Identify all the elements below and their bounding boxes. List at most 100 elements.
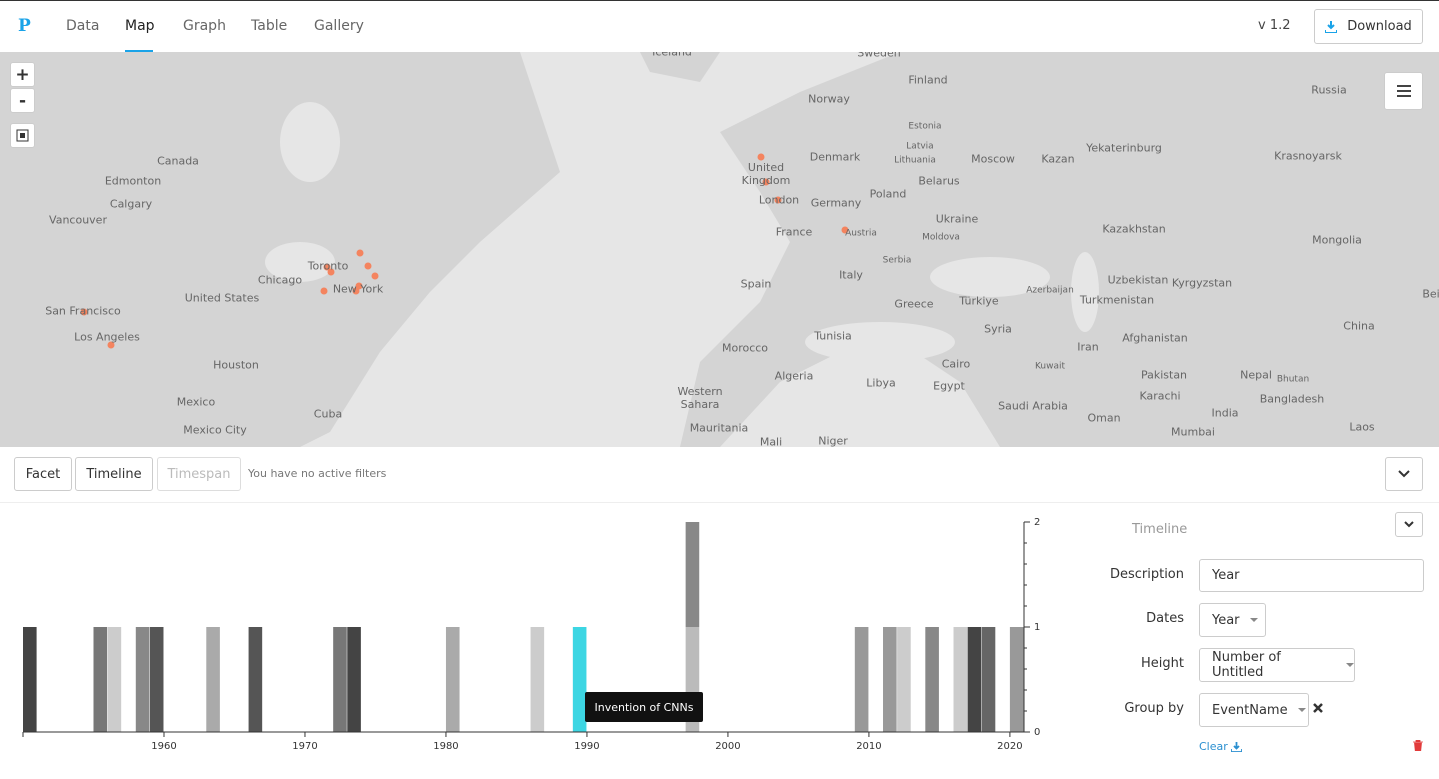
bar [135,627,150,732]
map-label: Laos [1349,420,1375,434]
zoom-in[interactable]: + [10,62,35,87]
map-label: Sweden [857,52,901,60]
map-label: Mali [759,435,783,448]
map-label: Austria [845,228,877,239]
map-label: Denmark [809,150,861,164]
map-label: Kuwait [1034,361,1066,372]
map-label: Moscow [971,152,1015,166]
bar [149,627,164,732]
filter-status: You have no active filters [248,467,387,480]
map-label: Edmonton [104,174,162,188]
delete-icon[interactable] [1413,740,1423,751]
menu-icon [1396,85,1411,97]
map-label: Mongolia [1312,233,1362,247]
map-label: Ukraine [935,212,979,226]
zoom-out[interactable]: - [10,88,35,113]
map-label: Poland [869,187,907,201]
map-label: Bei [1422,287,1439,301]
map-label: Russia [1311,83,1347,97]
map-label: Oman [1087,411,1121,425]
map-label: France [775,225,813,239]
map-label: Finland [908,73,948,87]
active-tab-indicator [125,50,153,53]
remove-groupby[interactable] [1313,703,1323,713]
map-label: Libya [866,376,896,390]
download-button[interactable]: Download [1314,9,1423,44]
map-label: Iceland [652,52,692,59]
map-label: Los Angeles [74,330,140,344]
map-label: Germany [810,196,862,210]
map-label: Italy [839,268,863,282]
bar [206,627,220,732]
description-input[interactable]: Year [1199,559,1424,592]
map[interactable]: Iceland Sweden Finland Norway Russia Estonia L… [0,52,1439,447]
y2-tick-label: 2 [1034,517,1040,528]
map-label: Moldova [922,232,960,243]
panel-title: Timeline [1132,522,1188,537]
map-label: Latvia [906,141,934,152]
nav-tab[interactable]: Graph [183,18,226,34]
bar [854,627,869,732]
map-label: Iran [1077,340,1099,354]
field-label: Dates [1146,611,1184,626]
map-label: Estonia [908,121,942,132]
clear-button[interactable]: Clear [1199,740,1242,753]
bar [1009,627,1024,732]
map-label: Vancouver [49,213,107,227]
bar [685,522,700,627]
collapse-button[interactable] [1385,457,1423,491]
menu-button[interactable] [1384,72,1423,110]
panel-toggle[interactable] [1395,512,1423,537]
nav-tab[interactable]: Map [125,18,155,34]
map-label: Belarus [918,174,960,188]
map-label: Lithuania [894,155,936,166]
navbar: P v 1.2 Download Data Map Graph Table Galler… [0,0,1439,53]
map-label: Mumbai [1171,425,1215,439]
facet-button[interactable]: Facet [14,457,72,491]
map-label: Kazan [1041,152,1075,166]
logo[interactable]: P [18,16,31,36]
nav-tab[interactable]: Gallery [314,18,364,34]
map-label: Türkiye [959,294,999,308]
nav-tab[interactable]: Data [66,18,100,34]
map-label: Syria [984,322,1012,336]
map-label: Mexico [176,395,216,409]
map-label: Cairo [941,357,971,371]
bar [981,627,996,732]
fit-button[interactable] [10,123,35,148]
clear-label: Clear [1199,740,1228,753]
map-label: Niger [818,434,848,448]
map-label: Afghanistan [1122,331,1188,345]
x-tick-label: 2010 [856,741,881,752]
download-icon [1230,741,1242,752]
bar [23,627,37,732]
map-label: San Francisco [45,304,121,318]
bar [107,627,122,732]
panel: Timeline Description Year Dates Year Hei… [1060,502,1439,779]
timeline-button[interactable]: Timeline [75,457,153,491]
map-label: New York [332,282,384,296]
chevron [1398,470,1410,478]
bar [445,627,460,732]
map-label: Spain [740,277,772,291]
timeline-chart: 1960 1970 1980 1990 2000 2010 2020 0 1 2 [22,517,1040,752]
height-select[interactable]: Number of Untitled [1199,648,1355,682]
timespan-button[interactable]: Timespan [157,457,241,491]
dates-select[interactable]: Year [1199,603,1266,637]
map-label: Karachi [1139,389,1181,403]
map-label: Krasnoyarsk [1274,149,1342,163]
map-label: Serbia [882,255,912,266]
bar [967,627,982,732]
map-label: Uzbekistan [1107,273,1169,287]
map-label: Bhutan [1276,374,1310,385]
y2-tick-label: 0 [1034,727,1040,738]
map-label: Chicago [257,273,303,287]
bar [925,627,939,732]
fit-icon [16,129,29,142]
groupby-select[interactable]: EventName [1199,693,1309,727]
map-label: Azerbaijan [1026,285,1074,296]
map-label: Mexico City [183,423,247,437]
bar [897,627,911,732]
nav-tab[interactable]: Table [251,18,288,34]
